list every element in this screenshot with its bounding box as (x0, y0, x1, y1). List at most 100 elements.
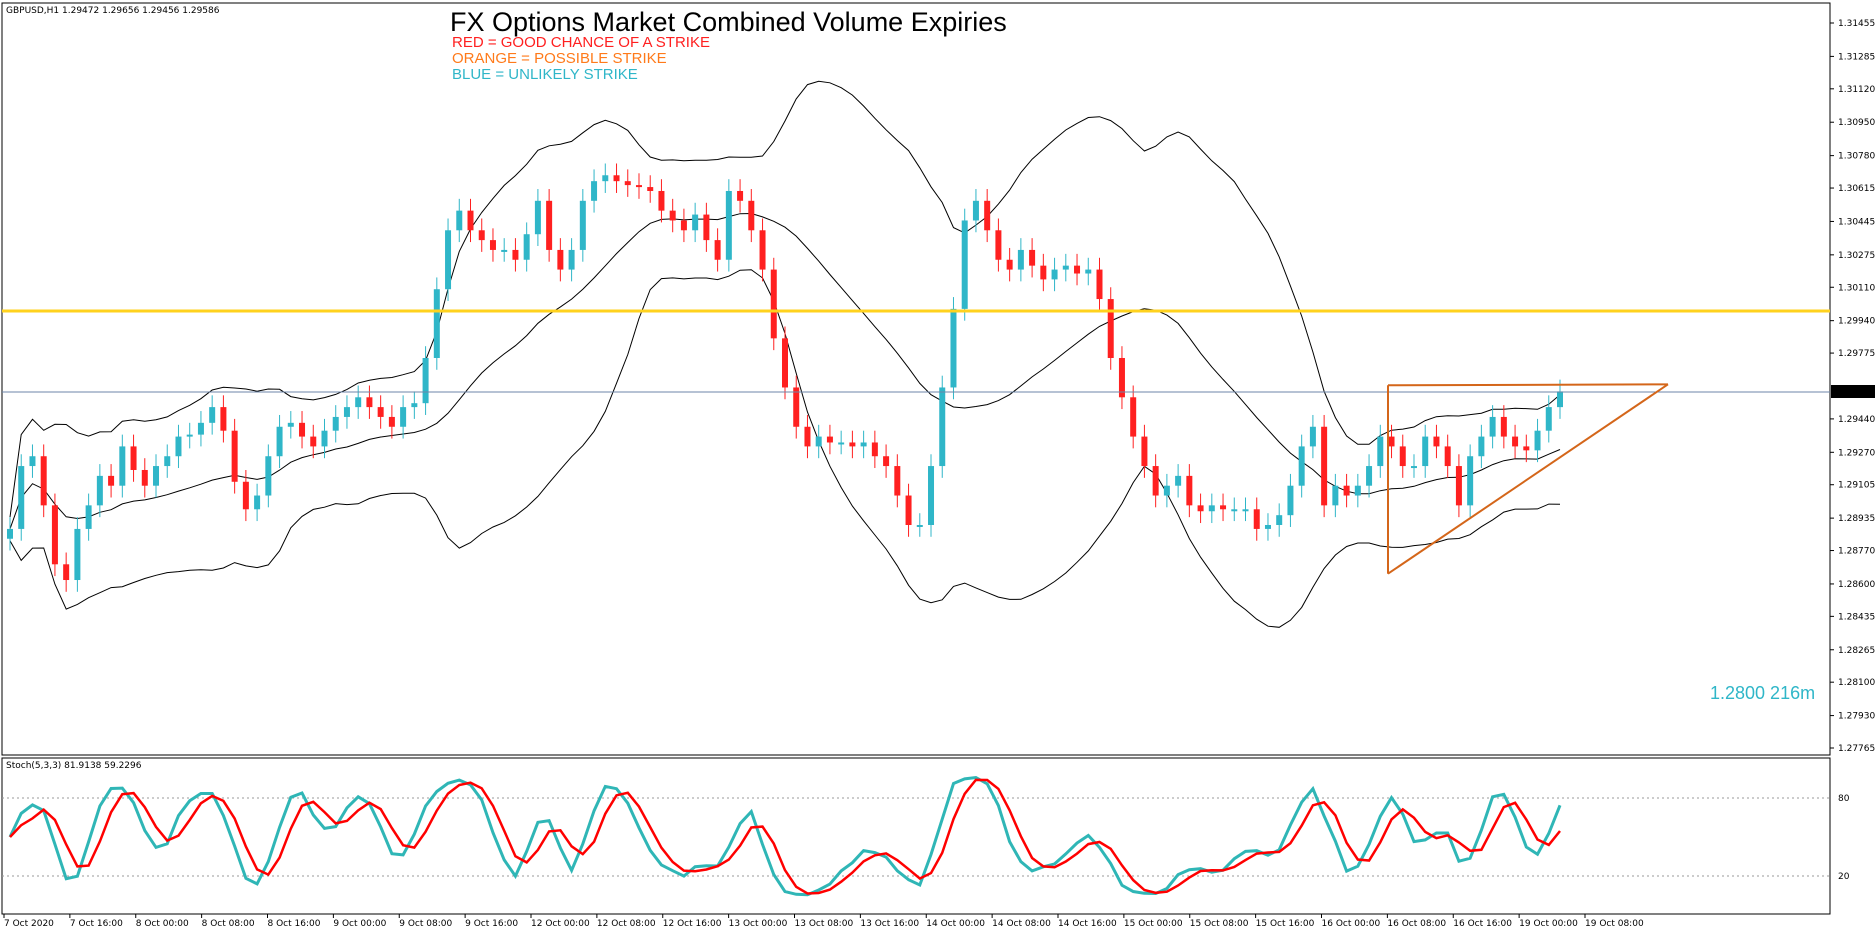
candle-body (894, 466, 901, 496)
candle-body (1433, 436, 1440, 447)
stoch-panel-border (1, 757, 1831, 915)
candle-body (287, 422, 294, 427)
candle-body (1029, 249, 1036, 266)
candle-body (568, 249, 575, 270)
candle-body (310, 436, 317, 447)
candle-body (883, 456, 890, 467)
candle-body (838, 442, 845, 445)
candle-body (1040, 265, 1047, 280)
time-tick-label: 13 Oct 16:00 (860, 919, 919, 929)
candle-body (737, 190, 744, 201)
candle-body (1231, 509, 1238, 512)
candle-body (928, 466, 935, 525)
price-tick-label: 1.30950 (1838, 118, 1875, 128)
stoch-level-label: 80 (1838, 794, 1850, 804)
price-tick-label: 1.30110 (1838, 283, 1875, 293)
candle-body (534, 200, 541, 235)
candle-body (1309, 426, 1316, 447)
candle-body (141, 469, 148, 486)
candle-body (332, 416, 339, 431)
candles (7, 163, 1563, 592)
candle-body (456, 210, 463, 231)
candle-body (782, 338, 788, 388)
price-tick-label: 1.28600 (1838, 580, 1875, 590)
candle-body (467, 210, 474, 231)
time-tick-label: 9 Oct 16:00 (465, 919, 518, 929)
chart-title: FX Options Market Combined Volume Expiri… (450, 7, 1007, 37)
time-tick-label: 16 Oct 16:00 (1453, 919, 1512, 929)
candle-body (871, 442, 878, 457)
candle-body (793, 387, 800, 427)
candle-body (759, 230, 766, 270)
price-tick-label: 1.28435 (1838, 612, 1875, 622)
candle-body (647, 187, 654, 191)
candle-body (1455, 466, 1462, 506)
time-axis: 7 Oct 2020 7 Oct 16:00 8 Oct 00:00 8 Oct 08… (3, 914, 1644, 929)
candle-body (703, 214, 710, 241)
price-tick-label: 1.29940 (1838, 317, 1875, 327)
candle-body (1489, 416, 1496, 437)
price-tick-label: 1.31455 (1838, 19, 1875, 29)
candle-body (1051, 269, 1058, 280)
candle-body (1017, 249, 1024, 270)
time-tick-label: 9 Oct 08:00 (399, 919, 452, 929)
current-price-label: 1.29586 (1834, 388, 1871, 398)
candle-body (714, 240, 721, 260)
candle-body (96, 475, 103, 506)
candle-body (826, 436, 833, 443)
candle-body (1377, 436, 1384, 467)
candle-body (197, 422, 204, 435)
candle-body (130, 446, 137, 470)
time-tick-label: 9 Oct 00:00 (333, 919, 386, 929)
candle-body (1163, 485, 1170, 496)
candle-body (950, 308, 957, 388)
candle-body (961, 220, 968, 309)
candle-body (984, 200, 991, 231)
candle-body (1130, 397, 1137, 437)
candle-body (242, 481, 249, 510)
legend-orange: ORANGE = POSSIBLE STRIKE (452, 50, 667, 67)
time-tick-label: 15 Oct 00:00 (1124, 919, 1183, 929)
main-panel-border (1, 2, 1831, 756)
time-tick-label: 14 Oct 16:00 (1058, 919, 1117, 929)
candle-body (18, 466, 25, 529)
candle-body (1197, 505, 1204, 512)
candle-body (164, 456, 171, 467)
candle-body (445, 230, 452, 290)
candle-body (7, 528, 13, 539)
candle-body (29, 456, 36, 467)
candle-body (478, 230, 485, 241)
candle-body (433, 289, 440, 358)
candle-body (1298, 446, 1305, 486)
candle-body (1321, 426, 1328, 506)
candle-body (1388, 436, 1395, 447)
candle-body (51, 505, 58, 565)
candle-body (85, 505, 92, 529)
stoch-signal-line (9, 778, 1561, 895)
candle-body (40, 456, 47, 506)
time-tick-label: 8 Oct 00:00 (136, 919, 189, 929)
price-tick-label: 1.30615 (1838, 184, 1875, 194)
candle-body (1152, 466, 1159, 496)
time-tick-label: 15 Oct 08:00 (1190, 919, 1249, 929)
candle-body (995, 230, 1002, 260)
candle-body (411, 403, 418, 408)
candle-body (1062, 265, 1069, 270)
candle-body (1534, 430, 1541, 451)
candle-body (1220, 505, 1227, 510)
candle-body (231, 430, 238, 482)
candle-body (366, 397, 373, 408)
candle-body (1332, 485, 1339, 506)
current-price-box (1831, 385, 1875, 398)
stochastic-lines: 80 20 (2, 775, 1850, 897)
price-tick-label: 1.29440 (1838, 415, 1875, 425)
candle-body (1467, 456, 1474, 506)
price-tick-label: 1.28265 (1838, 646, 1875, 656)
candle-body (265, 456, 272, 496)
time-tick-label: 13 Oct 00:00 (729, 919, 788, 929)
time-tick-label: 12 Oct 08:00 (597, 919, 656, 929)
candle-body (254, 495, 261, 510)
candle-body (972, 200, 979, 221)
price-tick-label: 1.31120 (1838, 85, 1875, 95)
